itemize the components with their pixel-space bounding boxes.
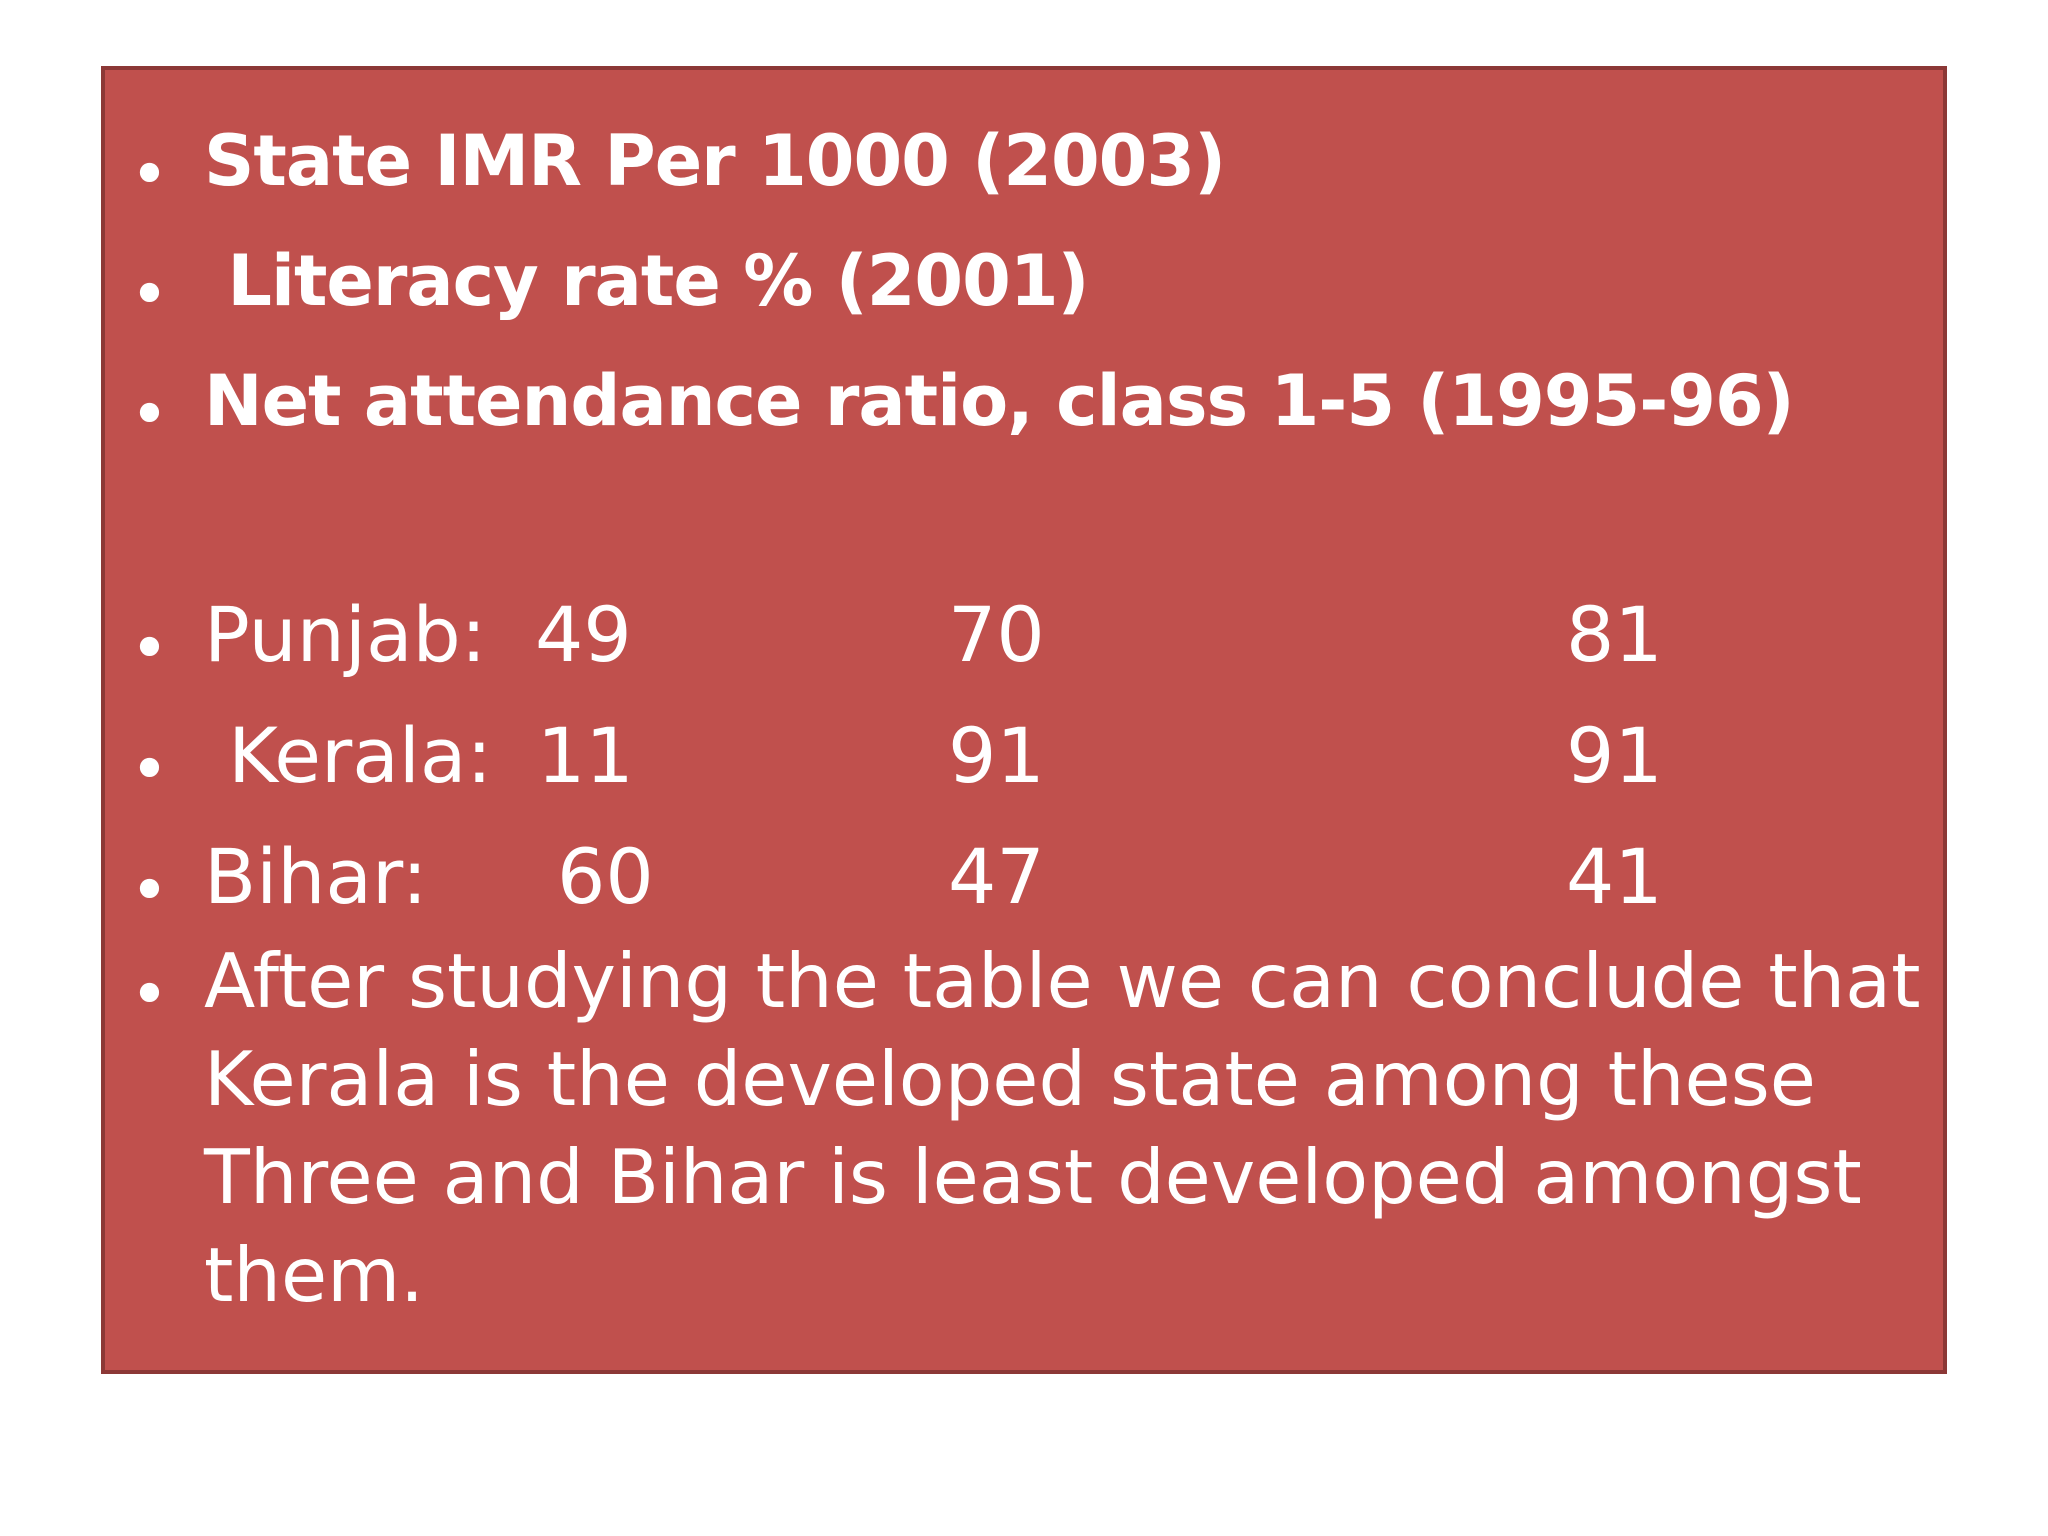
attendance-value: 91 (1566, 711, 1663, 800)
attendance-value: 81 (1566, 590, 1663, 679)
literacy-value: 70 (948, 590, 1045, 679)
bullet-icon: • (130, 852, 169, 929)
bullet-icon: • (130, 956, 169, 1033)
imr-value: 11 (537, 711, 634, 800)
attendance-value: 41 (1566, 832, 1663, 921)
heading-literacy: Literacy rate % (2001) (204, 240, 1089, 322)
bullet-icon: • (130, 731, 169, 808)
heading-attendance: Net attendance ratio, class 1-5 (1995-96… (204, 360, 1795, 442)
imr-value: 49 (535, 590, 632, 679)
bullet-icon: • (130, 376, 169, 453)
bullet-icon: • (130, 256, 169, 333)
state-name: Kerala: (204, 711, 493, 800)
bullet-icon: • (130, 136, 169, 213)
heading-imr: State IMR Per 1000 (2003) (204, 120, 1226, 202)
literacy-value: 91 (948, 711, 1045, 800)
state-name: Bihar: (204, 832, 428, 921)
literacy-value: 47 (948, 832, 1045, 921)
bullet-icon: • (130, 610, 169, 687)
imr-value: 60 (557, 832, 654, 921)
conclusion-text: After studying the table we can conclude… (204, 937, 1921, 1319)
content-box: • State IMR Per 1000 (2003) • Literacy r… (101, 66, 1947, 1374)
state-name: Punjab: (204, 590, 487, 679)
